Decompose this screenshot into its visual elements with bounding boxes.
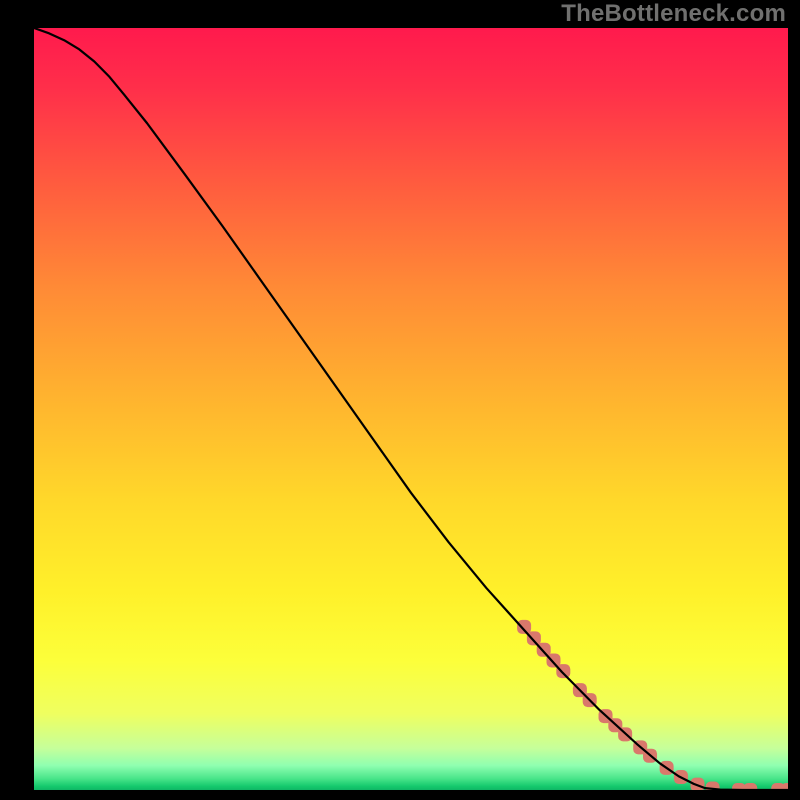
data-marker bbox=[527, 631, 541, 645]
marker-group bbox=[517, 620, 788, 790]
curve-layer bbox=[34, 28, 788, 790]
watermark-text: TheBottleneck.com bbox=[561, 0, 786, 28]
plot-area bbox=[34, 28, 788, 790]
data-marker bbox=[556, 664, 570, 678]
chart-stage: TheBottleneck.com bbox=[0, 0, 800, 800]
data-marker bbox=[517, 620, 531, 634]
bottleneck-curve bbox=[34, 28, 788, 790]
